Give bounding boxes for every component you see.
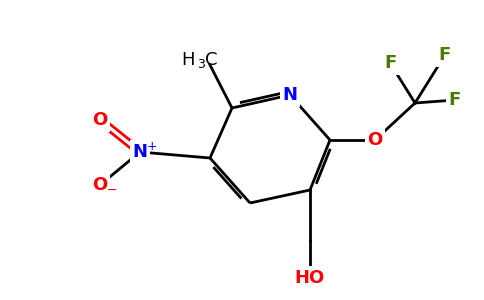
Text: H: H — [182, 51, 195, 69]
Text: N: N — [283, 86, 298, 104]
Text: F: F — [384, 54, 396, 72]
Text: O: O — [367, 131, 383, 149]
Text: HO: HO — [295, 269, 325, 287]
Text: N: N — [133, 143, 148, 161]
Text: −: − — [107, 184, 118, 196]
Text: O: O — [92, 111, 107, 129]
Text: C: C — [205, 51, 217, 69]
Text: F: F — [449, 91, 461, 109]
Text: F: F — [439, 46, 451, 64]
Text: 3: 3 — [197, 58, 205, 70]
Text: O: O — [92, 176, 107, 194]
Text: +: + — [147, 140, 158, 154]
